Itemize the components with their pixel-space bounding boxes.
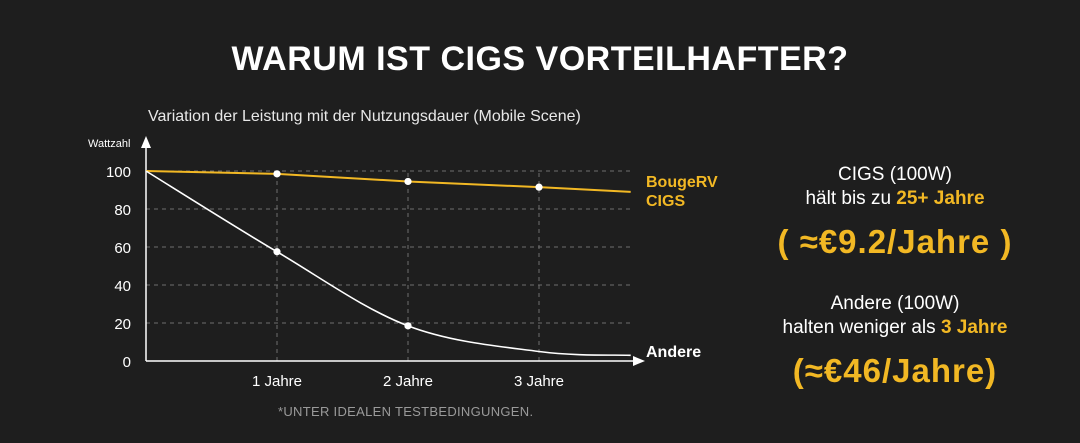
y-tick-label: 0 bbox=[123, 354, 131, 371]
y-axis-arrow-icon bbox=[141, 136, 151, 148]
page-heading: WARUM IST CIGS VORTEILHAFTER? bbox=[231, 40, 849, 78]
cigs-lifespan-prefix: hält bis zu bbox=[805, 188, 897, 209]
andere-lifespan-value: 3 Jahre bbox=[940, 317, 1008, 338]
series-label: BougeRV bbox=[646, 174, 718, 191]
data-point bbox=[273, 170, 281, 178]
cigs-lifespan-value: 25+ Jahre bbox=[896, 188, 985, 209]
y-tick-label: 80 bbox=[114, 202, 131, 219]
y-tick-label: 100 bbox=[106, 164, 131, 181]
x-tick-label: 1 Jahre bbox=[252, 373, 302, 390]
x-tick-label: 2 Jahre bbox=[383, 373, 433, 390]
data-point bbox=[404, 177, 412, 186]
series-line-andere bbox=[145, 170, 631, 357]
footnote: *UNTER IDEALEN TESTBEDINGUNGEN. bbox=[278, 404, 534, 419]
cigs-cost-per-year: ( ≈€9.2/Jahre ) bbox=[777, 223, 1013, 260]
andere-summary: Andere (100W) halten weniger als 3 Jahre… bbox=[720, 292, 1070, 390]
y-axis-label: Wattzahl bbox=[88, 138, 130, 150]
cigs-summary-lifespan: hält bis zu 25+ Jahre bbox=[720, 187, 1070, 211]
y-tick-label: 60 bbox=[114, 240, 131, 257]
x-tick-label: 3 Jahre bbox=[514, 373, 564, 390]
data-point bbox=[404, 322, 412, 330]
andere-lifespan-prefix: halten weniger als bbox=[782, 317, 941, 338]
y-tick-label: 40 bbox=[114, 278, 131, 295]
data-point bbox=[273, 248, 281, 256]
data-point bbox=[535, 183, 543, 191]
andere-summary-title: Andere (100W) bbox=[830, 293, 960, 314]
chart-title: Variation der Leistung mit der Nutzungsd… bbox=[148, 108, 581, 125]
cigs-summary: CIGS (100W) hält bis zu 25+ Jahre ( ≈€9.… bbox=[720, 163, 1070, 261]
y-tick-label: 20 bbox=[114, 316, 131, 333]
cigs-summary-title: CIGS (100W) bbox=[837, 164, 953, 185]
andere-cost-per-year: (≈€46/Jahre) bbox=[792, 352, 998, 389]
series-line-cigs bbox=[145, 170, 631, 193]
series-label: CIGS bbox=[646, 193, 685, 210]
series-label: Andere bbox=[646, 344, 701, 361]
x-axis-arrow-icon bbox=[633, 356, 645, 366]
andere-summary-lifespan: halten weniger als 3 Jahre bbox=[720, 316, 1070, 340]
